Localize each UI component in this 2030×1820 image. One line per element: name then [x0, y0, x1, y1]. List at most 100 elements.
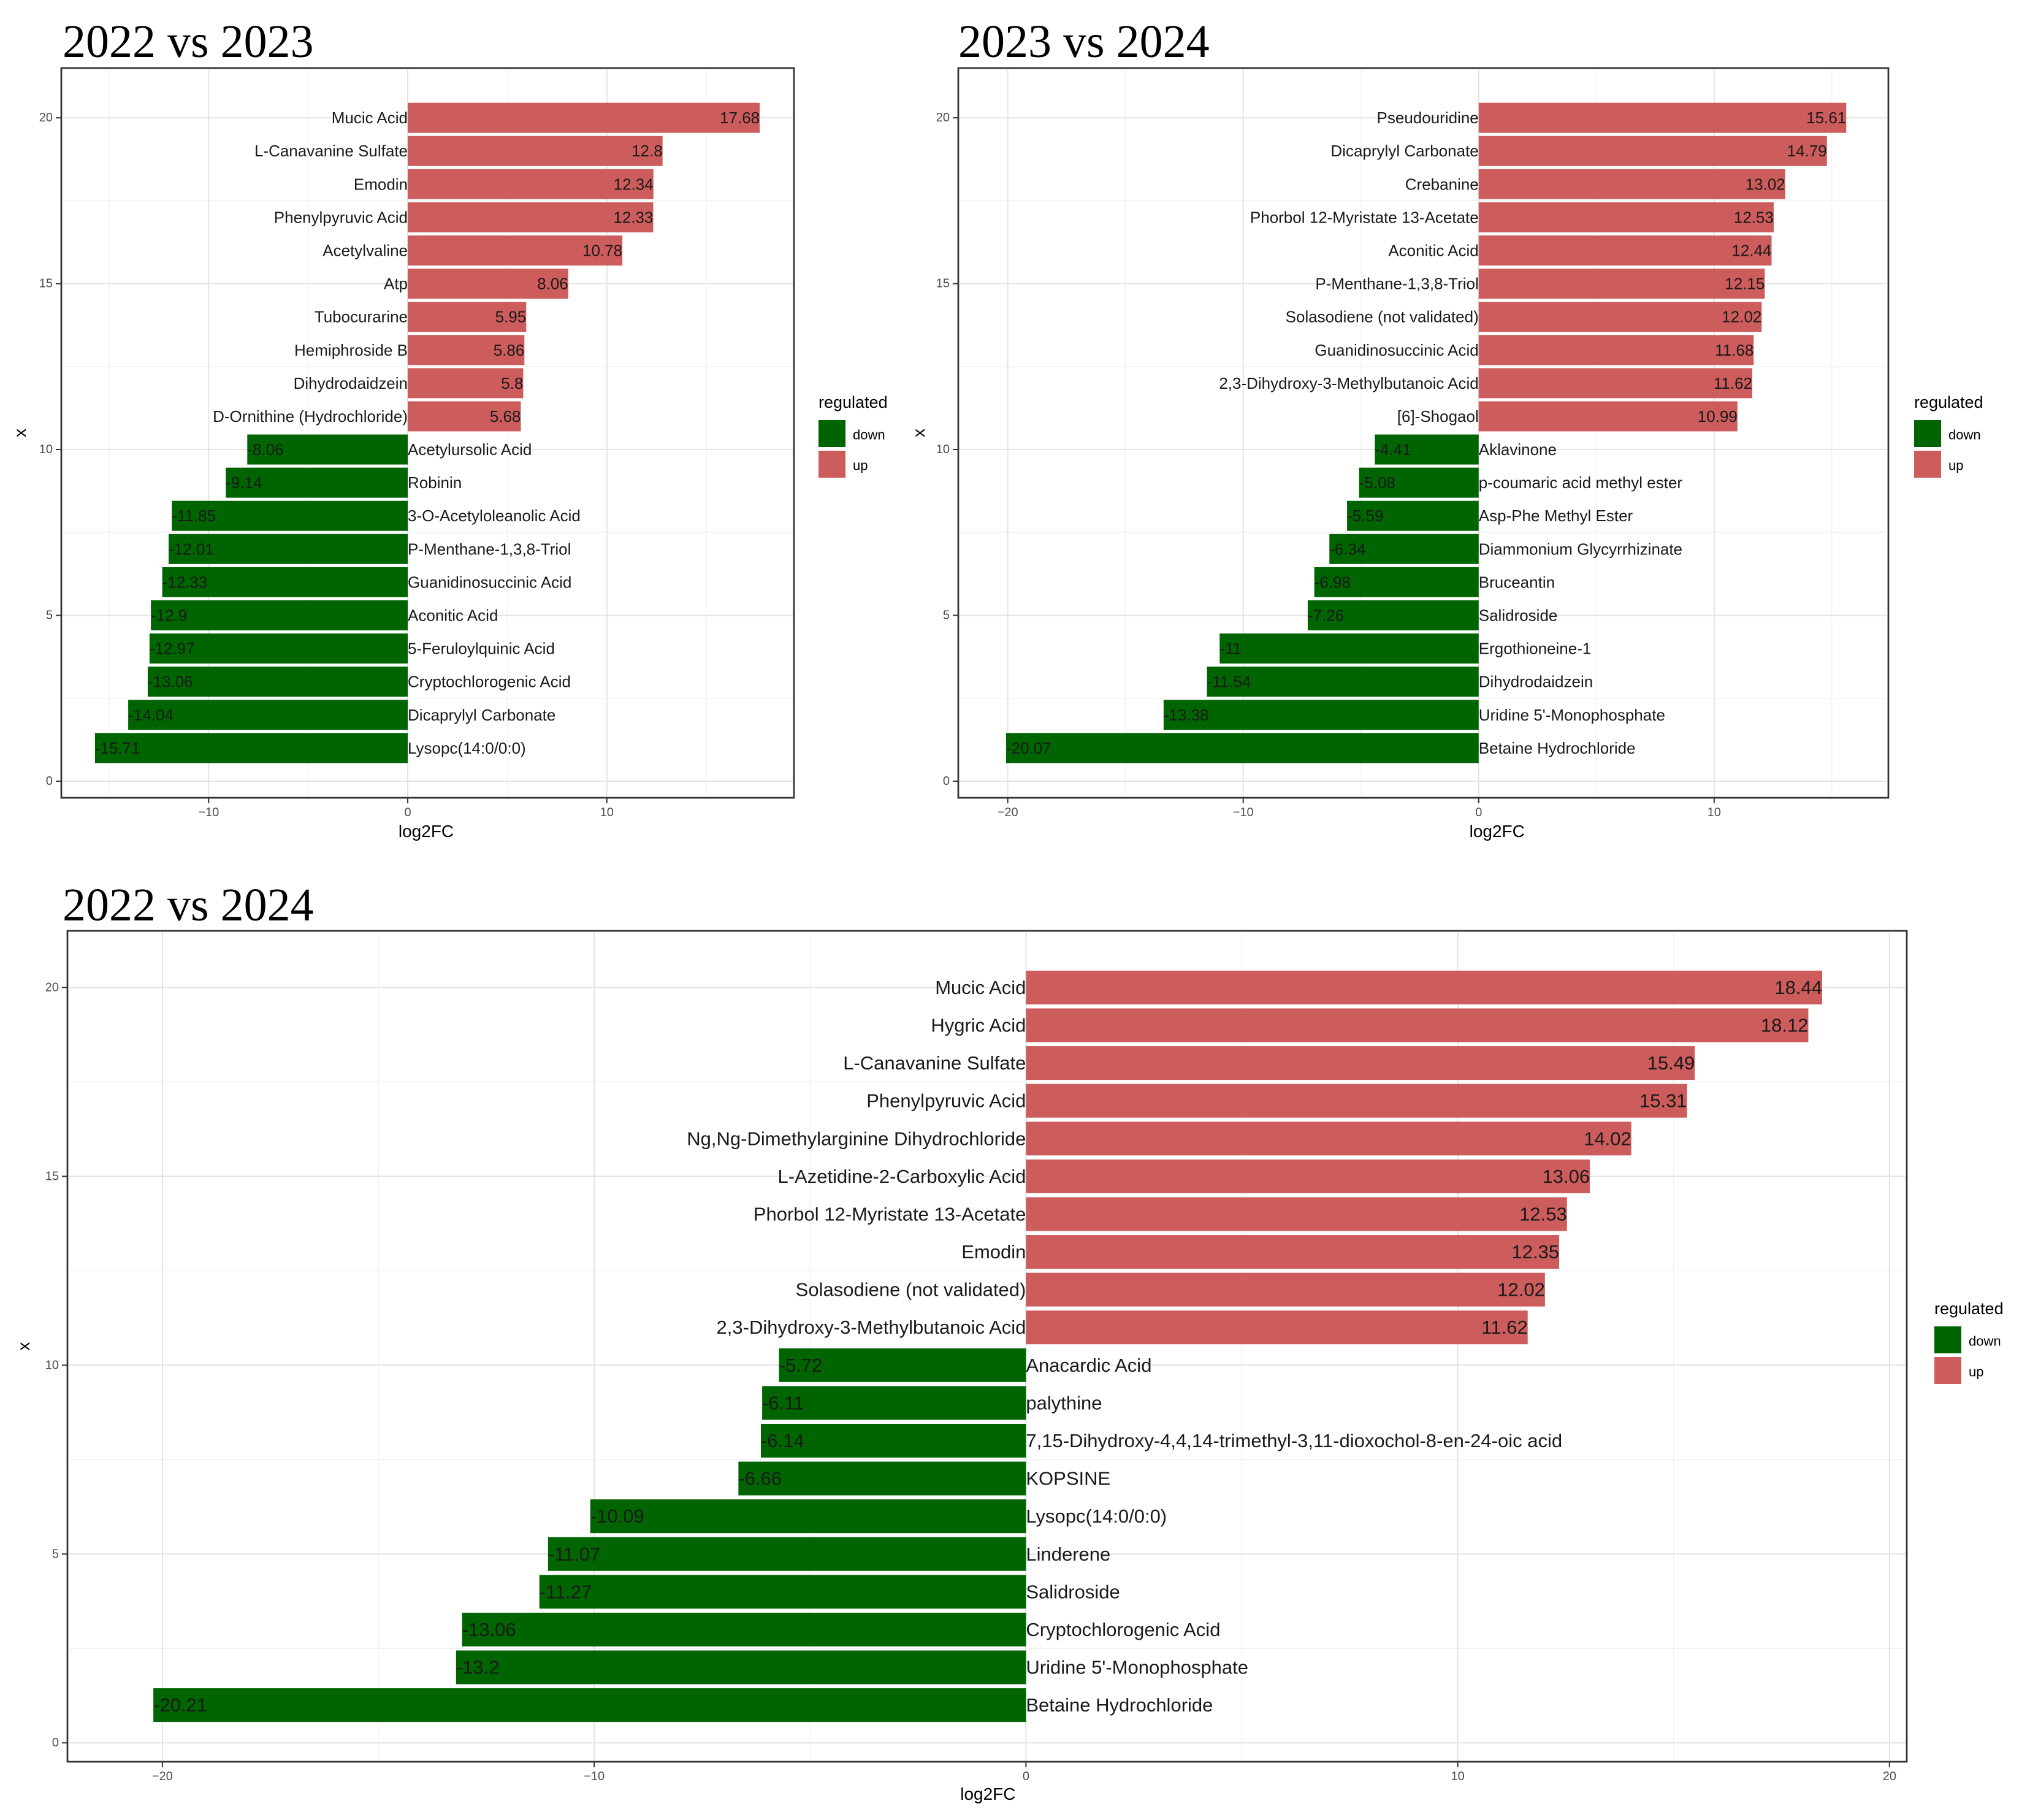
bar-category-label: Mucic Acid [332, 109, 408, 127]
bar-value-label: 5.95 [495, 308, 527, 326]
legend: regulated down up [818, 393, 888, 478]
bar-down [1359, 467, 1479, 498]
bar-down [1005, 733, 1479, 763]
bar-category-label: Cryptochlorogenic Acid [408, 673, 571, 691]
bar-category-label: Phorbol 12-Myristate 13-Acetate [754, 1203, 1026, 1225]
bar-value-label: -13.2 [456, 1657, 500, 1678]
bar-category-label: Lysopc(14:0/0:0) [1026, 1505, 1167, 1527]
bar-up [1026, 1159, 1590, 1193]
y-tick-label: 20 [39, 111, 53, 124]
bar-category-label: Dihydrodaidzein [1479, 673, 1593, 691]
y-tick-label: 20 [45, 981, 59, 994]
bar-down [149, 633, 408, 664]
bar-up [1026, 1272, 1545, 1307]
bar-value-label: -20.07 [1006, 739, 1051, 757]
bar-value-label: -12.9 [151, 606, 187, 625]
bar-category-label: Ergothioneine-1 [1479, 640, 1592, 658]
bar-category-label: Linderene [1026, 1543, 1110, 1565]
bar-down [172, 500, 408, 531]
legend-title: regulated [818, 393, 888, 411]
bar-value-label: -11 [1219, 640, 1242, 658]
bar-value-label: 12.15 [1725, 275, 1765, 293]
bar-down [1163, 700, 1479, 730]
bar-value-label: -12.33 [162, 573, 208, 591]
bar-category-label: Uridine 5'-Monophosphate [1479, 706, 1665, 724]
bar-value-label: -5.72 [779, 1355, 823, 1376]
bar-up [1478, 102, 1847, 133]
bar-category-label: Diammonium Glycyrrhizinate [1479, 540, 1682, 558]
bar-down [153, 1688, 1026, 1722]
bar-category-label: L-Azetidine-2-Carboxylic Acid [777, 1166, 1026, 1187]
legend-label-up: up [1948, 458, 1963, 473]
y-tick-label: 15 [45, 1169, 59, 1183]
x-tick-label: −10 [584, 1770, 605, 1783]
bar-category-label: Uridine 5'-Monophosphate [1026, 1657, 1248, 1678]
bar-value-label: 18.12 [1761, 1014, 1809, 1036]
x-axis-title: log2FC [399, 822, 454, 841]
bar-category-label: palythine [1026, 1392, 1102, 1413]
legend-key-up [1934, 1357, 1961, 1384]
bar-up [408, 368, 524, 399]
bar-value-label: -6.14 [761, 1430, 804, 1451]
bar-value-label: -20.21 [153, 1694, 207, 1716]
bar-category-label: L-Canavanine Sulfate [843, 1052, 1026, 1074]
x-tick-label: −10 [198, 806, 219, 819]
bar-value-label: -9.14 [226, 473, 262, 492]
bar-up [1478, 269, 1765, 299]
bar-value-label: 8.06 [537, 275, 568, 293]
bar-up [408, 102, 760, 133]
bar-category-label: Salidroside [1479, 606, 1558, 625]
y-tick-label: 0 [46, 774, 53, 788]
bar-value-label: -6.34 [1329, 540, 1365, 558]
bar-category-label: Dicaprylyl Carbonate [408, 706, 555, 724]
legend: regulated down up [1934, 1299, 2004, 1384]
bar-down [1329, 533, 1479, 564]
bar-category-label: D-Ornithine (Hydrochloride) [213, 407, 408, 426]
bar-value-label: -7.26 [1308, 606, 1344, 625]
legend-key-down [1914, 420, 1941, 447]
bar-up [1478, 335, 1754, 365]
bar-category-label: Acetylvaline [322, 242, 408, 260]
x-tick-label: 10 [1708, 806, 1721, 819]
bar-down [94, 733, 408, 763]
bar-category-label: Bruceantin [1479, 573, 1555, 591]
legend-label-up: up [853, 458, 868, 473]
y-tick-label: 0 [943, 774, 950, 788]
bar-up [408, 136, 663, 166]
y-tick-label: 5 [46, 609, 53, 622]
bar-value-label: 12.44 [1731, 242, 1771, 260]
bar-category-label: 5-Feruloylquinic Acid [408, 640, 555, 658]
bar-value-label: -10.09 [590, 1505, 644, 1527]
bar-up [408, 335, 525, 365]
bar-up [1026, 1122, 1631, 1156]
legend-label-down: down [1948, 427, 1981, 443]
chart-c2: Pseudouridine 15.61 Dicaprylyl Carbonate 14… [909, 67, 1983, 841]
legend-title: regulated [1914, 393, 1983, 411]
bar-category-label: KOPSINE [1026, 1468, 1110, 1489]
bar-category-label: Mucic Acid [935, 977, 1026, 998]
legend-label-up: up [1969, 1364, 1983, 1380]
bar-category-label: L-Canavanine Sulfate [254, 142, 408, 160]
bar-up [408, 269, 568, 299]
bar-category-label: Anacardic Acid [1026, 1355, 1151, 1376]
bar-down [128, 700, 408, 730]
y-tick-label: 5 [943, 609, 950, 622]
bar-value-label: 5.68 [490, 407, 521, 426]
legend: regulated down up [1914, 393, 1983, 478]
bar-up [1478, 169, 1785, 199]
bar-up [1478, 368, 1753, 399]
bar-value-label: 12.33 [613, 208, 653, 226]
bar-value-label: -6.11 [762, 1392, 804, 1413]
panel-border [66, 930, 1908, 1763]
bar-category-label: Salidroside [1026, 1581, 1120, 1602]
bar-down [226, 467, 408, 498]
bar-value-label: -12.01 [169, 540, 214, 558]
bar-category-label: P-Menthane-1,3,8-Triol [408, 540, 571, 558]
bar-down [548, 1537, 1026, 1571]
bar-category-label: Phenylpyruvic Acid [866, 1090, 1026, 1112]
bar-down [162, 567, 408, 597]
bar-down [1307, 600, 1479, 630]
bar-value-label: -11.85 [172, 507, 216, 525]
x-tick-label: 20 [1883, 1770, 1896, 1783]
